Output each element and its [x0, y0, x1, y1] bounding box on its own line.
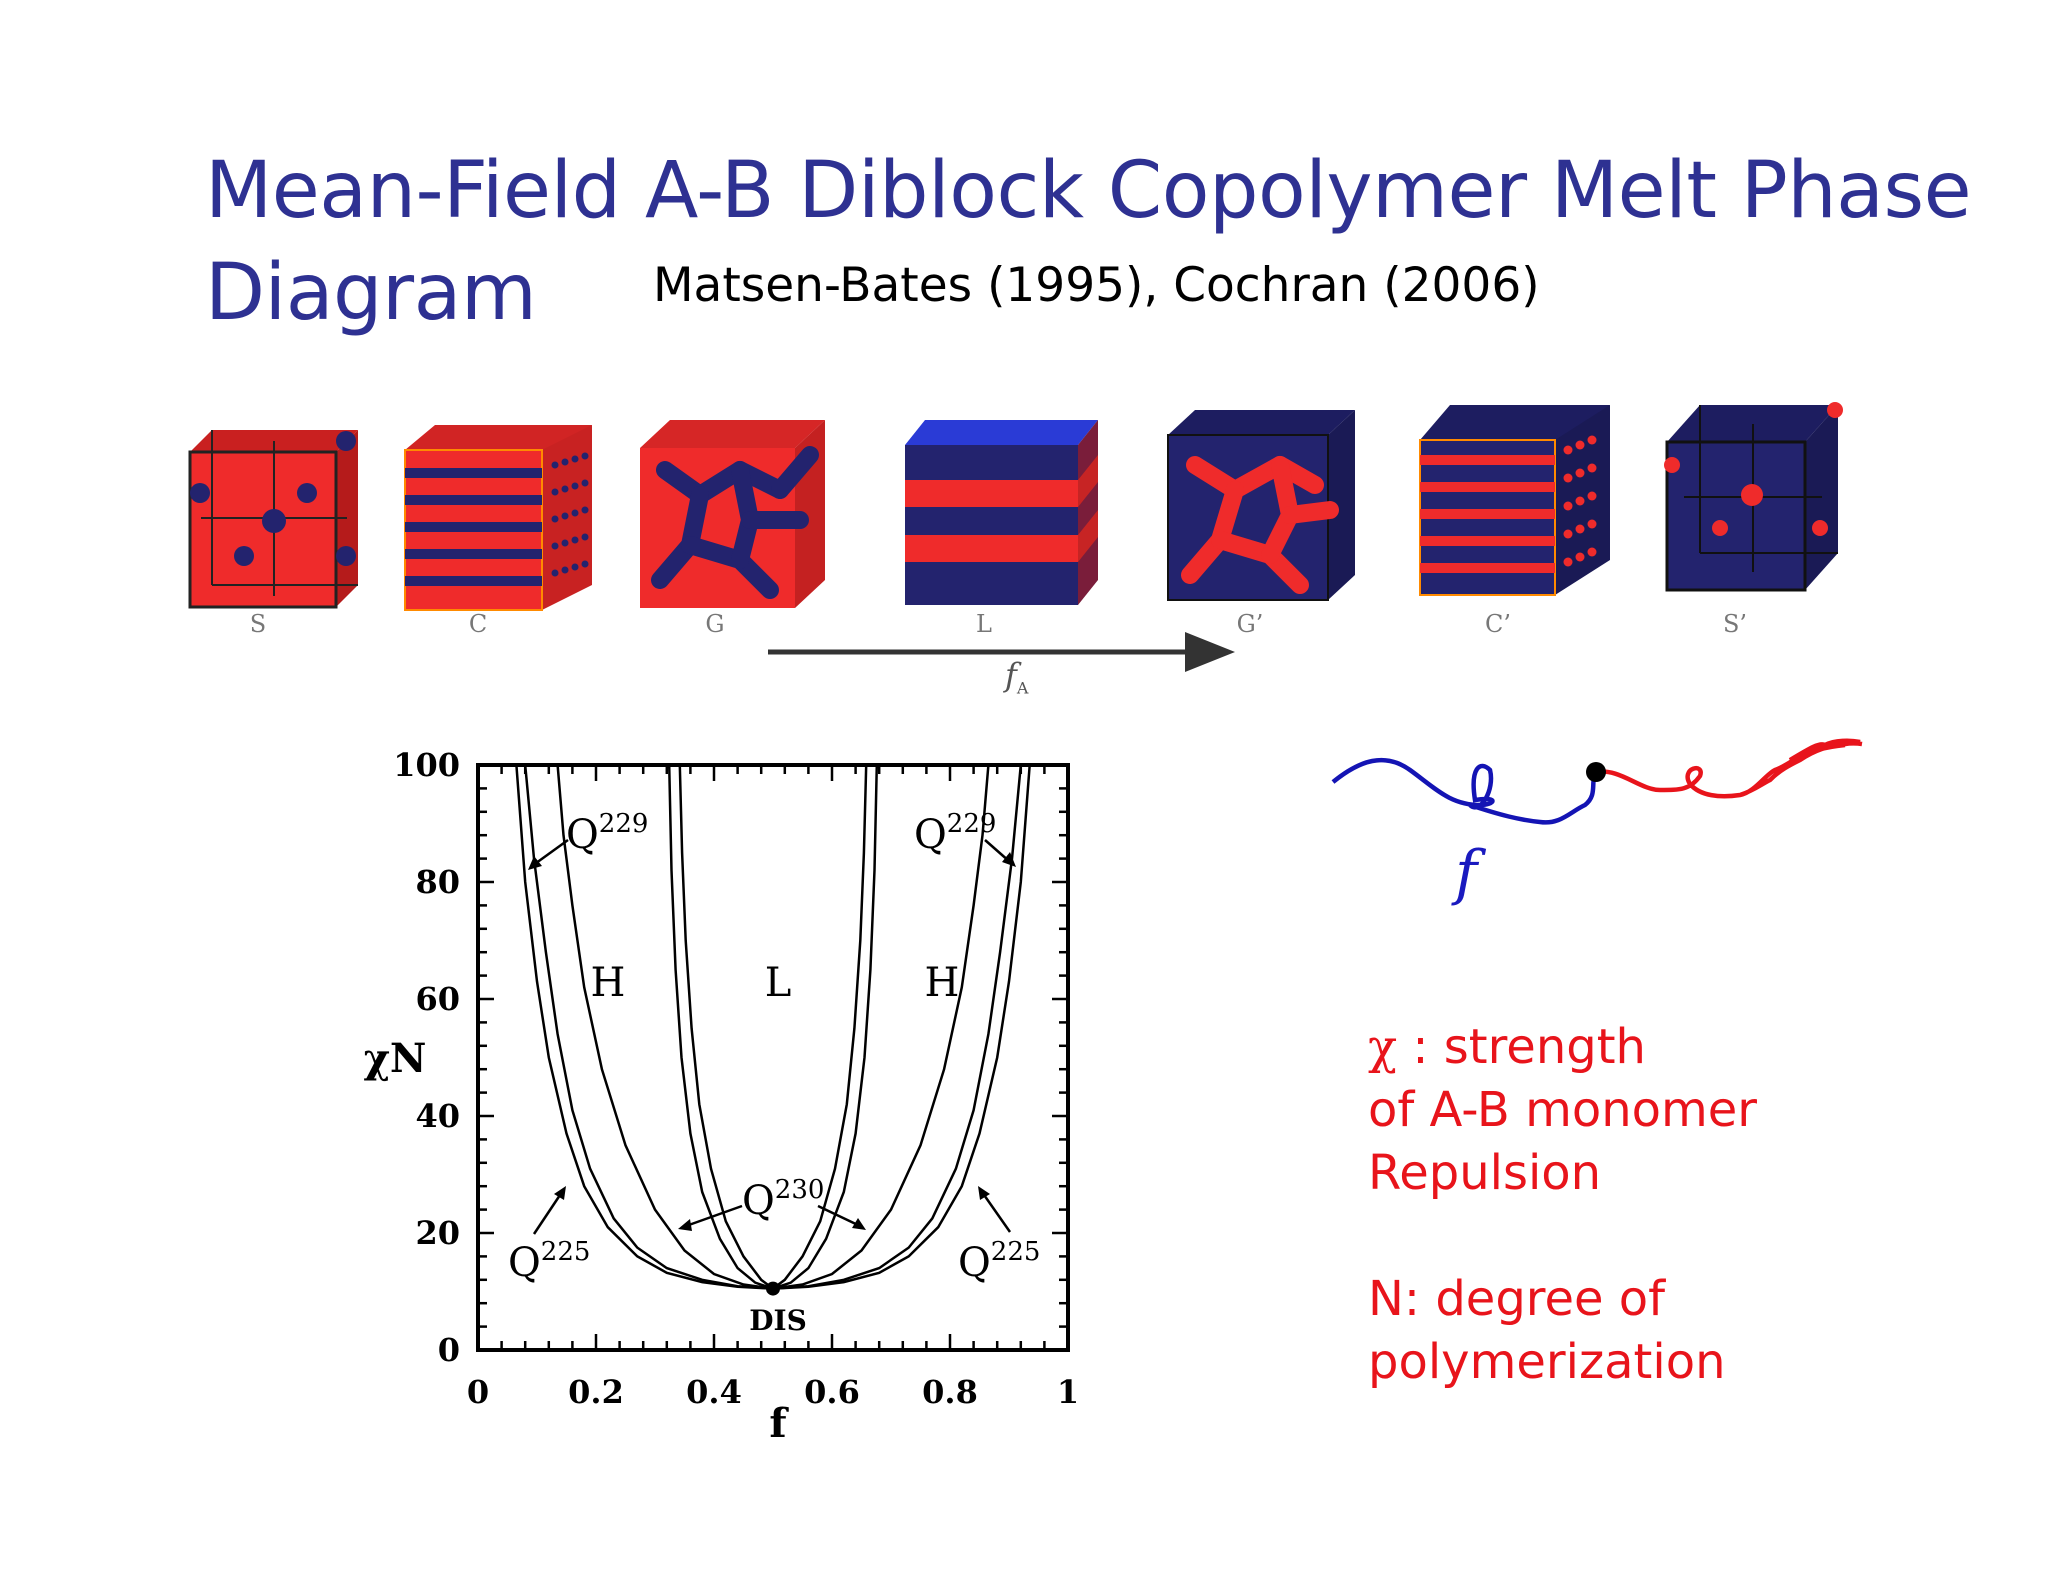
critical-point-label: DIS — [749, 1304, 807, 1337]
cube-label-g-prime: G’ — [1236, 610, 1264, 638]
chain-block-a — [1331, 757, 1599, 825]
annotation-q229-right: Q229 — [914, 809, 1016, 867]
cube-g — [640, 420, 825, 608]
cube-label-g: G — [705, 610, 725, 638]
morphology-cubes — [188, 402, 1843, 672]
parameter-legend: χ : strength of A-B monomer Repulsion N:… — [1368, 1016, 1928, 1394]
boundary-dis-right — [772, 764, 1031, 1290]
chain-block-b — [1595, 738, 1863, 799]
tick-labels: 0 0.2 0.4 0.6 0.8 1 0 20 40 60 80 100 — [393, 746, 1079, 1411]
fa-label-sub: A — [1016, 678, 1029, 698]
annotation-q229-left: Q229 — [528, 809, 648, 870]
citation: Matsen-Bates (1995), Cochran (2006) — [653, 258, 1540, 313]
annotation-q225-right-sup: 225 — [991, 1237, 1041, 1267]
chain-junction — [1586, 762, 1606, 782]
x-tick-label: 0.6 — [804, 1373, 860, 1411]
svg-text:Q229: Q229 — [566, 809, 648, 858]
x-tick-label: 1 — [1057, 1373, 1079, 1411]
region-label-h-right: H — [925, 960, 960, 1006]
plot-ticks — [476, 763, 1070, 1352]
svg-text:Q225: Q225 — [508, 1237, 590, 1286]
cube-s — [188, 430, 358, 609]
x-axis-label: f — [769, 1400, 789, 1447]
critical-point — [766, 1281, 780, 1296]
annotation-q225-left-base: Q — [508, 1240, 541, 1286]
annotation-q225-right: Q225 — [958, 1186, 1040, 1286]
legend-line-1: : strength — [1397, 1019, 1646, 1075]
cube-label-c: C — [468, 610, 488, 638]
fa-label: fA — [1005, 656, 1028, 697]
y-tick-label: 20 — [415, 1214, 460, 1252]
region-label-h-left: H — [591, 960, 626, 1006]
annotation-q230: Q230 — [678, 1175, 866, 1231]
boundary-q230-inner-left — [678, 764, 774, 1290]
title-line-1: Mean-Field A-B Diblock Copolymer Melt Ph… — [205, 146, 1972, 236]
phase-boundaries — [515, 764, 1031, 1290]
cube-c-prime — [1419, 405, 1610, 596]
legend-line-3: Repulsion — [1368, 1145, 1602, 1201]
boundary-q225-right — [772, 764, 1023, 1290]
annotation-q229-right-sup: 229 — [947, 809, 997, 839]
fa-label-base: f — [1005, 656, 1017, 694]
annotation-q225-left-sup: 225 — [541, 1237, 591, 1267]
boundary-h-left — [556, 764, 774, 1290]
boundary-q230-outer-right — [772, 764, 879, 1290]
legend-line-2: of A-B monomer — [1368, 1082, 1758, 1138]
svg-text:Q225: Q225 — [958, 1237, 1040, 1286]
fa-arrowhead — [1185, 632, 1235, 672]
y-tick-label: 100 — [393, 746, 460, 784]
svg-text:Q230: Q230 — [742, 1175, 824, 1224]
legend-chi-line: χ : strength — [1368, 1016, 1928, 1079]
region-label-l: L — [765, 960, 792, 1006]
x-tick-label: 0.8 — [922, 1373, 978, 1411]
cube-label-c-prime: C’ — [1485, 610, 1511, 638]
x-tick-label: 0 — [467, 1373, 489, 1411]
annotation-q229-right-base: Q — [914, 812, 947, 858]
legend-line-4: N: degree of — [1368, 1271, 1666, 1327]
svg-text:Q229: Q229 — [914, 809, 996, 858]
cube-label-l: L — [976, 610, 992, 638]
annotation-q225-left: Q225 — [508, 1186, 590, 1286]
chi-symbol: χ — [1368, 1019, 1398, 1075]
cube-l — [905, 420, 1098, 605]
annotation-q229-left-base: Q — [566, 812, 599, 858]
cube-g-prime — [1167, 410, 1355, 601]
annotation-q230-base: Q — [742, 1178, 775, 1224]
boundary-dis-left — [515, 764, 774, 1290]
y-tick-label: 0 — [438, 1331, 460, 1369]
boundary-q230-outer-left — [667, 764, 774, 1290]
y-axis-label: χN — [364, 1035, 427, 1082]
title-line-2: Diagram — [205, 248, 537, 338]
chain-f-label: f — [1455, 838, 1478, 908]
y-tick-label: 60 — [415, 980, 460, 1018]
cube-c — [404, 425, 592, 611]
annotation-q230-sup: 230 — [775, 1175, 825, 1205]
annotation-q229-left-sup: 229 — [599, 809, 649, 839]
plot-frame — [476, 763, 1070, 1352]
y-tick-label: 80 — [415, 863, 460, 901]
x-tick-label: 0.2 — [568, 1373, 624, 1411]
boundary-h-right — [772, 764, 990, 1290]
cube-s-face — [188, 450, 338, 609]
slide-title: Mean-Field A-B Diblock Copolymer Melt Ph… — [205, 140, 1985, 344]
boundary-q225-left — [523, 764, 774, 1290]
legend-line-5: polymerization — [1368, 1334, 1726, 1390]
cube-label-s-prime: S’ — [1722, 610, 1748, 638]
y-tick-label: 40 — [415, 1097, 460, 1135]
diblock-chain — [1331, 738, 1863, 825]
cube-label-s: S — [249, 610, 267, 638]
annotation-q225-right-base: Q — [958, 1240, 991, 1286]
boundary-q230-inner-right — [772, 764, 868, 1290]
x-tick-label: 0.4 — [686, 1373, 742, 1411]
cube-s-prime — [1664, 402, 1843, 592]
